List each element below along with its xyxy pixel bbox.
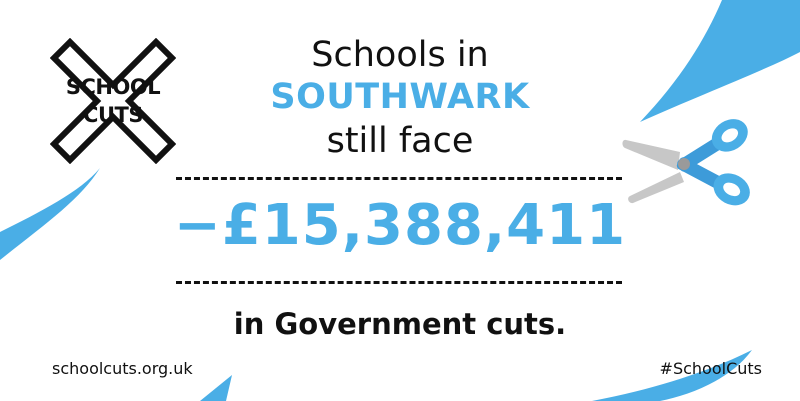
scissors-icon [622, 119, 750, 206]
headline-line-1: Schools in [311, 35, 489, 75]
scissors-blade-upper [622, 139, 680, 170]
scissors-pivot [678, 158, 690, 170]
headline-line-3: still face [326, 121, 474, 161]
hashtag-link[interactable]: #SchoolCuts [659, 359, 762, 378]
scissors-blade-lower [628, 172, 684, 204]
swoosh-bottom-right [592, 350, 752, 401]
subline: in Government cuts. [233, 307, 567, 341]
dashed-divider-top [176, 177, 622, 180]
cuts-amount: −£15,388,411 [173, 193, 627, 258]
swoosh-top-right [640, 0, 800, 122]
swoosh-left [0, 168, 100, 260]
logo-line-school: SCHOOL [65, 75, 161, 99]
dashed-divider-bottom [176, 281, 622, 284]
website-link[interactable]: schoolcuts.org.uk [52, 359, 193, 378]
school-cuts-logo: SCHOOL CUTS [50, 38, 176, 164]
swoosh-bottom-left [200, 375, 232, 401]
logo-line-cuts: CUTS [83, 103, 143, 127]
x-cross-icon [50, 38, 176, 164]
headline-area-name: SOUTHWARK [270, 77, 530, 117]
